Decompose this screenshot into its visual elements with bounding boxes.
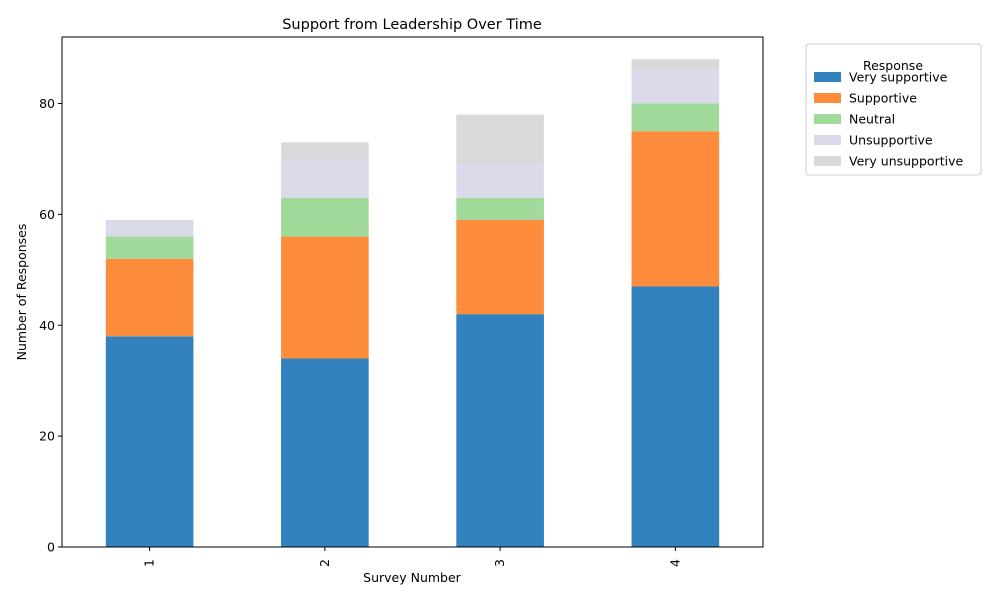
bar-survey-3-series-4 — [456, 114, 544, 165]
bars-layer — [105, 59, 720, 547]
legend-entry-label: Unsupportive — [849, 133, 933, 148]
bar-survey-2-series-1 — [281, 236, 369, 359]
bar-survey-4-series-4 — [631, 59, 720, 71]
legend-swatch — [814, 135, 841, 145]
x-tick-label: 1 — [142, 559, 157, 567]
bar-survey-2-series-4 — [281, 142, 369, 159]
legend-entry-label: Very unsupportive — [849, 154, 963, 169]
x-tick-label: 2 — [317, 559, 332, 567]
bar-survey-1-series-0 — [105, 336, 194, 547]
bar-survey-3-series-1 — [456, 219, 544, 315]
y-tick-label: 40 — [39, 318, 55, 333]
bar-survey-3-series-0 — [456, 314, 544, 547]
plot-frame — [61, 36, 764, 548]
bar-survey-1-series-3 — [105, 219, 194, 237]
bar-survey-2-series-3 — [281, 158, 369, 198]
bar-survey-4-series-3 — [631, 70, 720, 104]
y-tick-label: 80 — [39, 96, 55, 111]
bar-survey-2-series-0 — [281, 358, 369, 547]
legend-frame — [805, 43, 982, 176]
legend-items: Very supportive Supportive Neutral Unsuppor… — [814, 70, 963, 169]
bar-survey-4-series-0 — [631, 286, 720, 547]
bar-survey-4-series-1 — [631, 131, 720, 287]
bar-survey-1-series-2 — [105, 236, 194, 259]
legend-entry-label: Supportive — [849, 91, 917, 106]
legend-entry-label: Very supportive — [849, 70, 948, 85]
legend-swatch — [814, 72, 841, 82]
bar-survey-3-series-2 — [456, 197, 544, 220]
chart-title: Support from Leadership Over Time — [282, 17, 542, 33]
legend-swatch — [814, 114, 841, 124]
axes-layer: 0 20 40 60 80 1 2 3 4 — [39, 36, 764, 567]
x-axis-label: Survey Number — [363, 570, 462, 585]
bar-survey-1-series-1 — [105, 258, 194, 337]
x-tick-label: 4 — [667, 559, 682, 567]
y-axis-label: Number of Responses — [14, 224, 29, 361]
bar-survey-2-series-2 — [281, 197, 369, 237]
x-tick-label: 3 — [492, 559, 507, 567]
legend: Response Very supportive Supportive Neutra… — [805, 43, 982, 176]
bar-survey-4-series-2 — [631, 103, 720, 132]
bar-survey-3-series-3 — [456, 164, 544, 198]
legend-swatch — [814, 156, 841, 166]
y-tick-label: 20 — [39, 429, 55, 444]
y-tick-label: 0 — [47, 540, 55, 555]
legend-entry-label: Neutral — [849, 112, 895, 127]
legend-title: Response — [863, 58, 923, 73]
legend-swatch — [814, 93, 841, 103]
y-tick-label: 60 — [39, 207, 55, 222]
